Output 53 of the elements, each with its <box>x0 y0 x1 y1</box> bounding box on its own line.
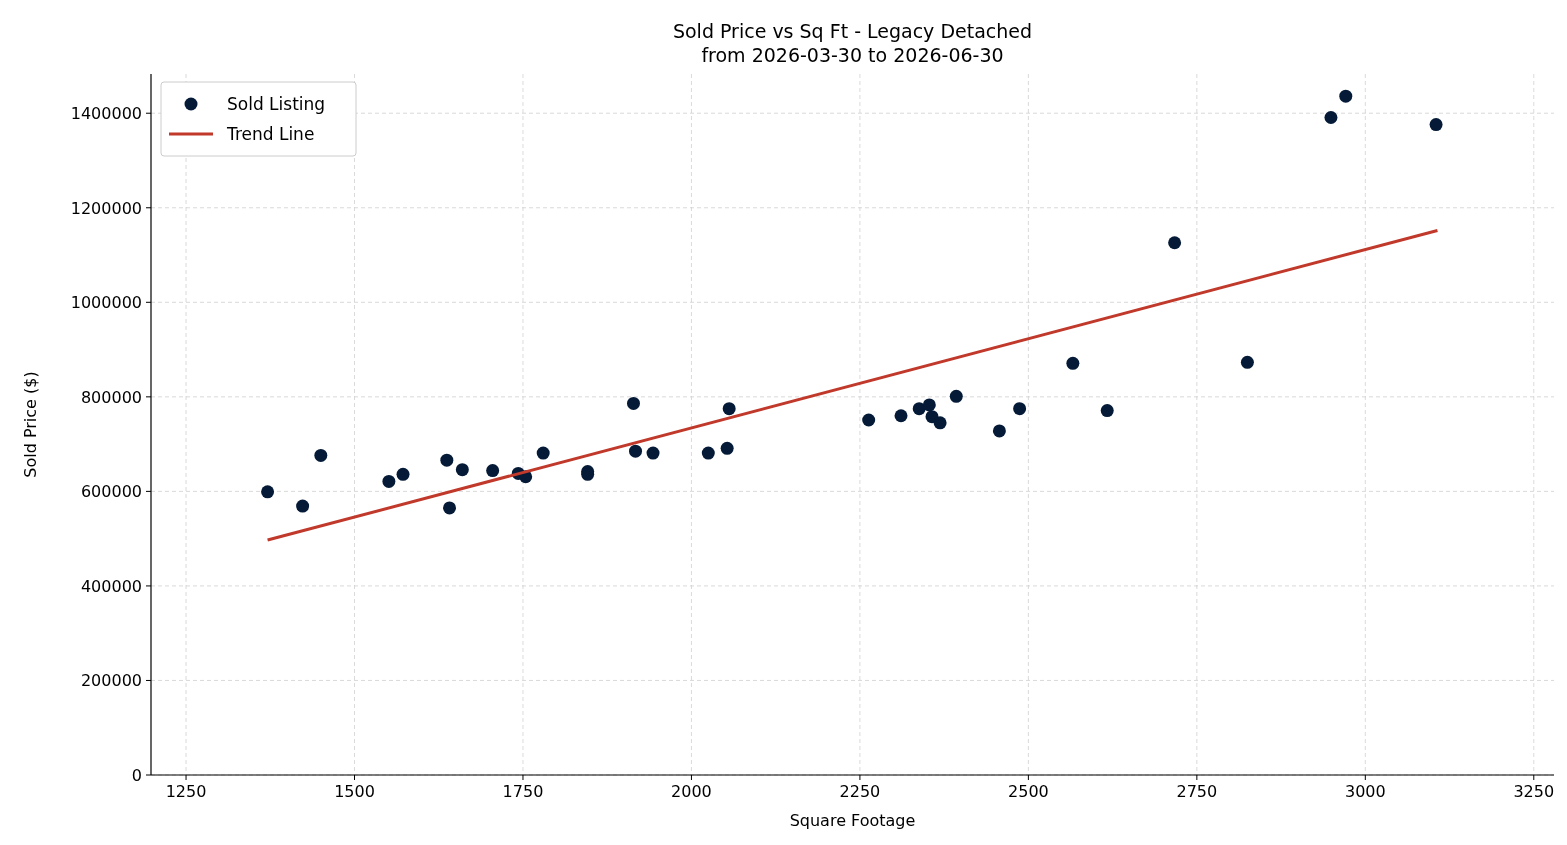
point <box>912 402 926 416</box>
y-tick-label: 1000000 <box>70 293 142 313</box>
y-tick-label: 0 <box>131 766 142 785</box>
x-tick-label: 2750 <box>1176 782 1218 801</box>
point <box>992 424 1006 438</box>
point <box>646 446 660 460</box>
x-tick-label: 3250 <box>1513 782 1555 801</box>
point <box>455 463 469 477</box>
point <box>862 413 876 427</box>
point <box>1324 110 1338 124</box>
y-tick-label: 1400000 <box>70 104 142 124</box>
y-tick-label: 400000 <box>80 576 142 596</box>
point <box>922 398 936 412</box>
point <box>949 389 963 403</box>
point <box>536 446 550 460</box>
x-axis-title: Square Footage <box>789 811 916 830</box>
point <box>629 444 643 458</box>
point <box>1013 402 1027 416</box>
point <box>722 402 736 416</box>
chart-title: Sold Price vs Sq Ft - Legacy Detached from 2026-03-30 to 2026-06-30 <box>672 20 1033 66</box>
point <box>720 441 734 455</box>
y-tick-label: 600000 <box>80 482 142 502</box>
point <box>440 453 454 467</box>
y-tick-label: 800000 <box>80 387 142 407</box>
legend-label: Trend Line <box>226 124 315 144</box>
x-tick-label: 2250 <box>839 782 881 801</box>
point <box>1168 236 1182 250</box>
legend-label: Sold Listing <box>227 94 326 114</box>
point <box>443 501 457 515</box>
x-tick-label: 1500 <box>334 782 375 801</box>
x-tick-label: 1750 <box>502 782 544 801</box>
point <box>1100 404 1114 418</box>
y-tick-label: 1200000 <box>70 198 142 218</box>
y-tick-label: 200000 <box>80 671 142 691</box>
point <box>261 485 275 499</box>
point <box>486 464 500 478</box>
point <box>296 499 310 513</box>
y-axis-title: Sold Price ($) <box>21 371 40 478</box>
point <box>701 446 715 460</box>
point <box>314 448 328 462</box>
point <box>933 416 947 430</box>
point <box>626 396 640 410</box>
point <box>1066 356 1080 370</box>
x-tick-label: 1250 <box>165 782 207 801</box>
x-tick-label: 2500 <box>1008 782 1049 801</box>
point <box>396 467 410 481</box>
point <box>1429 118 1443 132</box>
point <box>1339 89 1353 103</box>
point <box>1240 355 1254 369</box>
point <box>382 474 396 488</box>
x-tick-label: 2000 <box>671 782 712 801</box>
point <box>894 409 908 423</box>
x-tick-label: 3000 <box>1344 782 1386 801</box>
